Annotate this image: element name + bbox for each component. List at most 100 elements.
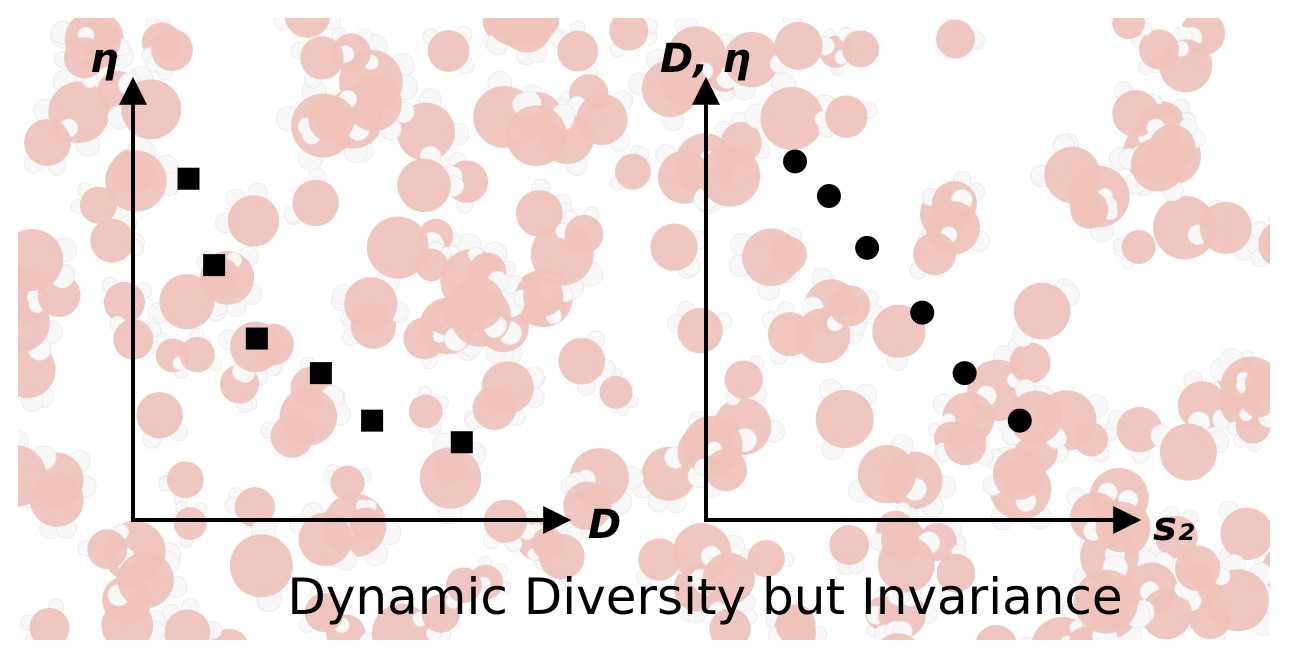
oxygen-atom	[164, 609, 211, 640]
oxygen-atom	[1258, 224, 1270, 265]
hydrogen-atom	[1283, 215, 1296, 228]
oxygen-atom	[1121, 229, 1156, 265]
oxygen-atom	[699, 145, 761, 207]
oxygen-atom	[975, 625, 1017, 640]
oxygen-atom	[1241, 383, 1270, 418]
hydrogen-atom	[200, 647, 215, 662]
oxygen-atom	[742, 228, 800, 287]
oxygen-atom	[638, 538, 681, 581]
oxygen-atom	[415, 248, 448, 282]
oxygen-atom	[1199, 201, 1252, 254]
oxygen-atom	[829, 285, 871, 327]
oxygen-atom	[599, 375, 633, 409]
oxygen-atom	[18, 228, 64, 291]
oxygen-atom	[724, 360, 763, 399]
oxygen-atom	[234, 487, 276, 528]
oxygen-atom	[877, 535, 935, 593]
oxygen-atom	[576, 93, 628, 146]
hydrogen-atom	[532, 0, 553, 18]
data-point	[783, 149, 808, 174]
hydrogen-atom	[241, 653, 256, 662]
oxygen-atom	[300, 36, 344, 80]
oxygen-atom	[101, 599, 154, 640]
hydrogen-atom	[497, 0, 513, 5]
oxygen-atom	[279, 387, 338, 446]
data-point	[177, 167, 200, 190]
oxygen-atom	[330, 465, 365, 500]
oxygen-atom	[1116, 406, 1163, 453]
oxygen-atom	[79, 186, 117, 224]
oxygen-atom	[523, 276, 564, 317]
oxygen-atom	[1175, 545, 1221, 591]
oxygen-atom	[747, 540, 785, 578]
oxygen-atom	[18, 445, 47, 507]
oxygen-atom	[563, 481, 612, 530]
oxygen-atom	[857, 444, 917, 504]
oxygen-atom	[1141, 588, 1192, 640]
oxygen-atom	[167, 461, 204, 499]
hydrogen-atom	[0, 324, 1, 347]
data-point	[245, 327, 268, 350]
oxygen-atom	[136, 392, 183, 439]
oxygen-atom	[485, 18, 543, 47]
data-point	[816, 184, 841, 208]
oxygen-atom	[292, 179, 339, 227]
oxygen-atom	[774, 21, 823, 70]
oxygen-atom	[449, 275, 505, 331]
oxygen-atom	[1044, 146, 1101, 204]
oxygen-atom	[557, 30, 599, 72]
hydrogen-atom	[788, 638, 799, 640]
hydrogen-atom	[1084, 654, 1097, 662]
oxygen-atom	[709, 608, 751, 640]
oxygen-atom	[366, 216, 429, 279]
oxygen-atom	[723, 31, 780, 88]
data-point	[309, 362, 332, 385]
oxygen-atom	[829, 525, 870, 565]
oxygen-atom	[24, 119, 71, 166]
data-point	[1007, 408, 1032, 433]
data-point	[203, 254, 226, 277]
hydrogen-atom	[503, 0, 522, 10]
oxygen-atom	[702, 552, 755, 605]
data-point	[450, 431, 473, 454]
oxygen-atom	[1159, 423, 1217, 481]
oxygen-atom	[935, 19, 976, 59]
oxygen-atom	[1112, 18, 1145, 40]
oxygen-atom	[349, 507, 383, 541]
hydrogen-atom	[329, 646, 344, 661]
oxygen-atom	[173, 507, 207, 541]
y-axis-label: η	[90, 36, 118, 82]
background-veil	[18, 18, 1270, 640]
oxygen-atom	[345, 75, 402, 132]
oxygen-atom	[760, 86, 824, 151]
oxygen-atom	[90, 218, 134, 263]
y-axis-label: D, η	[660, 36, 751, 82]
oxygen-atom	[1220, 507, 1270, 561]
hydrogen-atom	[1019, 637, 1036, 640]
hydrogen-atom	[968, 650, 984, 662]
hydrogen-atom	[0, 434, 12, 458]
oxygen-atom	[1148, 124, 1196, 172]
oxygen-atom	[344, 277, 398, 331]
oxygen-atom	[63, 37, 106, 79]
oxygen-atom	[105, 150, 167, 212]
oxygen-atom	[284, 18, 331, 38]
hydrogen-atom	[1290, 583, 1308, 601]
oxygen-atom	[641, 59, 699, 118]
oxygen-atom	[304, 593, 344, 633]
oxygen-atom	[880, 633, 916, 640]
caption: Dynamic Diversity but Invariance	[287, 568, 1122, 626]
oxygen-atom	[1074, 569, 1139, 634]
hydrogen-atom	[518, 0, 537, 1]
oxygen-atom	[614, 153, 651, 190]
oxygen-atom	[1009, 342, 1051, 384]
oxygen-atom	[650, 223, 698, 271]
oxygen-atom	[677, 307, 723, 354]
oxygen-atom	[609, 18, 649, 51]
oxygen-atom	[943, 422, 987, 466]
hydrogen-atom	[1005, 655, 1021, 662]
oxygen-atom	[564, 214, 604, 254]
data-point	[855, 235, 880, 260]
